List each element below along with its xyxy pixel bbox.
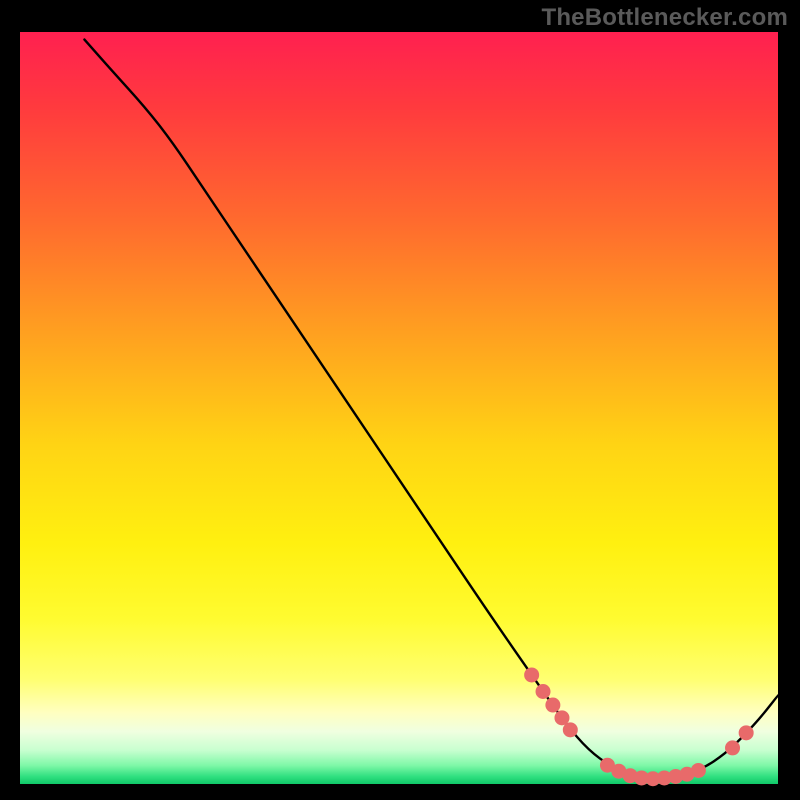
chart-root: TheBottlenecker.com [0, 0, 800, 800]
data-marker [691, 763, 706, 778]
data-marker [545, 698, 560, 713]
data-marker [739, 725, 754, 740]
data-marker [725, 740, 740, 755]
gradient-background [20, 32, 778, 784]
data-marker [563, 722, 578, 737]
data-marker [536, 684, 551, 699]
chart-svg [0, 0, 800, 800]
watermark-text: TheBottlenecker.com [541, 4, 788, 32]
data-marker [524, 667, 539, 682]
